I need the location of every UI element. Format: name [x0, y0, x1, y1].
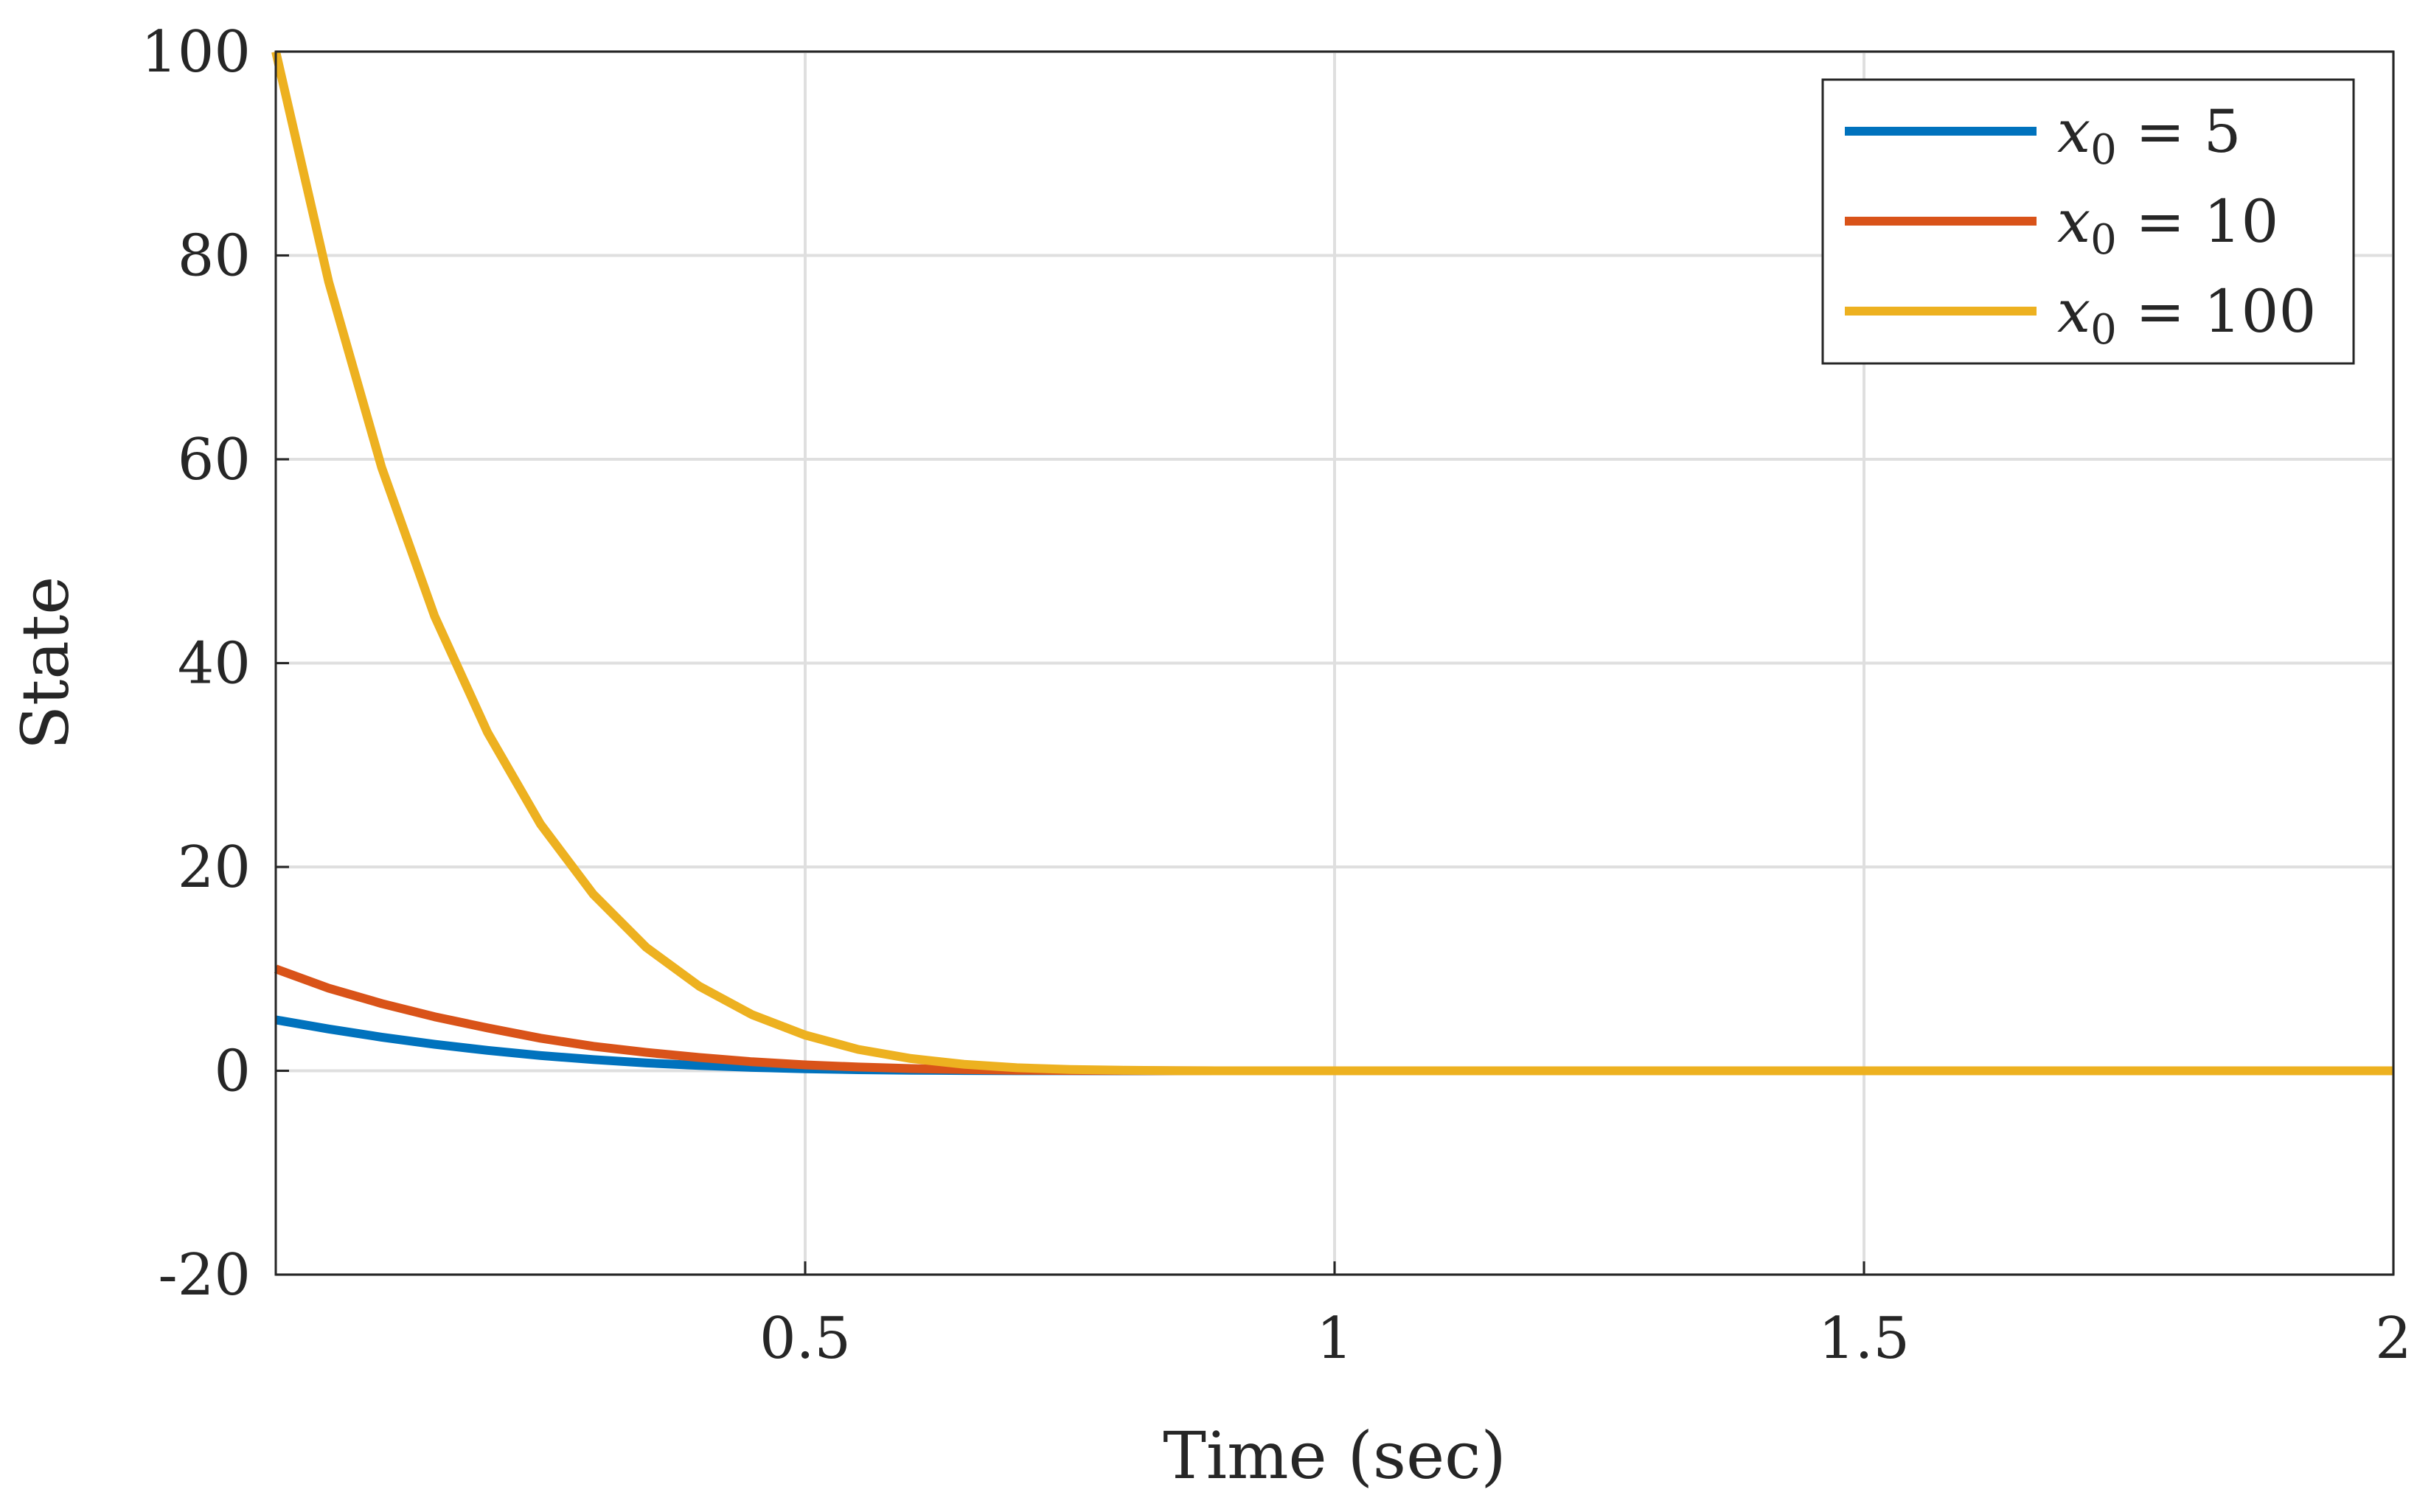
legend-label: x0 = 100 — [2057, 277, 2316, 354]
y-tick-label: 80 — [178, 223, 251, 290]
legend-variable: x — [2057, 97, 2090, 166]
legend-subscript: 0 — [2090, 126, 2117, 174]
x-tick-label: 1 — [1316, 1306, 1353, 1372]
x-axis-label: Time (sec) — [1163, 1418, 1506, 1494]
series-lines — [271, 50, 2393, 1076]
legend-variable: x — [2057, 277, 2090, 346]
legend-label: x0 = 5 — [2057, 97, 2242, 174]
y-tick-label: 100 — [141, 19, 251, 86]
y-tick-label: 0 — [214, 1039, 251, 1105]
legend-value: = 10 — [2117, 187, 2279, 256]
y-tick-label: 40 — [178, 631, 251, 697]
x-tick-label: 2 — [2375, 1306, 2412, 1372]
y-axis-label: State — [7, 576, 83, 750]
legend-label: x0 = 10 — [2057, 187, 2278, 264]
x-tick-label: 0.5 — [759, 1306, 851, 1372]
axis-ticks — [276, 50, 2395, 1276]
series-line — [271, 50, 2393, 1076]
legend-subscript: 0 — [2090, 306, 2117, 354]
x-tick-label: 1.5 — [1818, 1306, 1910, 1372]
tick-labels: 0.5 1 1.5 2 -20 0 20 40 60 80 100 — [141, 19, 2412, 1372]
y-tick-label: 60 — [178, 427, 251, 493]
legend-subscript: 0 — [2090, 216, 2117, 264]
legend-variable: x — [2057, 187, 2090, 256]
y-tick-label: -20 — [158, 1242, 251, 1309]
y-tick-label: 20 — [178, 835, 251, 901]
legend-value: = 100 — [2117, 277, 2317, 346]
legend-value: = 5 — [2117, 97, 2242, 166]
